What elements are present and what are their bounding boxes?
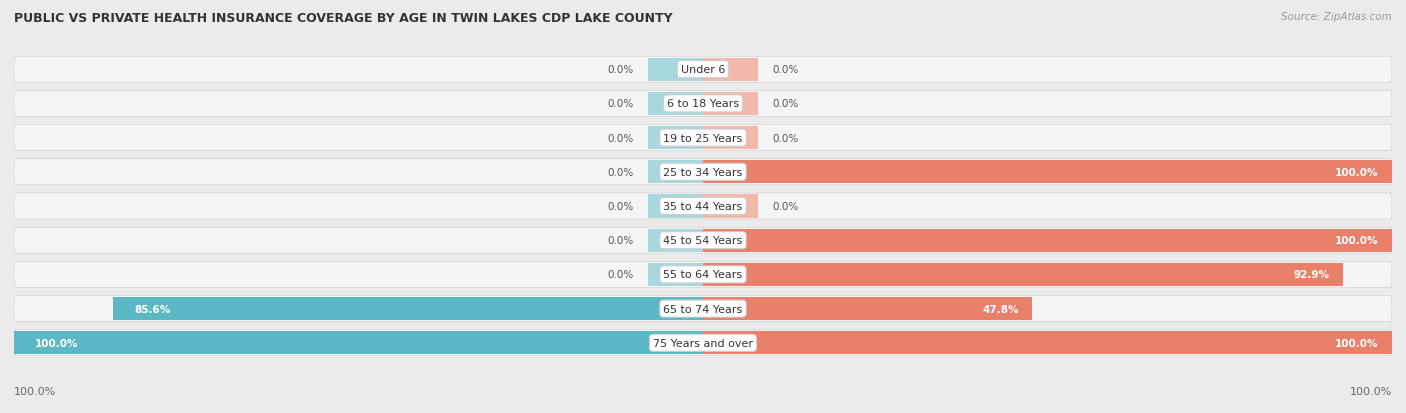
Bar — [703, 331, 1392, 355]
Text: 47.8%: 47.8% — [981, 304, 1018, 314]
Text: 0.0%: 0.0% — [607, 65, 634, 75]
Text: 100.0%: 100.0% — [1350, 387, 1392, 396]
Text: 55 to 64 Years: 55 to 64 Years — [664, 270, 742, 280]
Text: 100.0%: 100.0% — [1334, 338, 1378, 348]
FancyBboxPatch shape — [14, 296, 1392, 322]
Text: 0.0%: 0.0% — [772, 202, 799, 211]
Bar — [703, 161, 1392, 184]
Text: 25 to 34 Years: 25 to 34 Years — [664, 167, 742, 177]
Text: 0.0%: 0.0% — [772, 65, 799, 75]
Text: 45 to 54 Years: 45 to 54 Years — [664, 236, 742, 246]
Bar — [114, 297, 703, 320]
Text: Under 6: Under 6 — [681, 65, 725, 75]
Text: 0.0%: 0.0% — [772, 133, 799, 143]
Bar — [703, 93, 758, 116]
Text: 0.0%: 0.0% — [607, 202, 634, 211]
FancyBboxPatch shape — [14, 228, 1392, 254]
Bar — [648, 229, 703, 252]
Text: 100.0%: 100.0% — [1334, 236, 1378, 246]
Text: 85.6%: 85.6% — [134, 304, 170, 314]
FancyBboxPatch shape — [14, 91, 1392, 117]
Text: 6 to 18 Years: 6 to 18 Years — [666, 99, 740, 109]
Bar — [648, 263, 703, 286]
Text: 0.0%: 0.0% — [607, 236, 634, 246]
Bar — [648, 58, 703, 82]
Bar — [703, 229, 1392, 252]
Bar — [703, 297, 1032, 320]
Text: 0.0%: 0.0% — [607, 99, 634, 109]
Text: 100.0%: 100.0% — [14, 387, 56, 396]
FancyBboxPatch shape — [14, 262, 1392, 288]
Bar — [648, 127, 703, 150]
Text: 0.0%: 0.0% — [607, 270, 634, 280]
Text: 0.0%: 0.0% — [607, 167, 634, 177]
Bar — [703, 127, 758, 150]
Text: 0.0%: 0.0% — [607, 133, 634, 143]
Bar — [703, 195, 758, 218]
FancyBboxPatch shape — [14, 57, 1392, 83]
Bar — [703, 263, 1343, 286]
Text: Source: ZipAtlas.com: Source: ZipAtlas.com — [1281, 12, 1392, 22]
FancyBboxPatch shape — [14, 194, 1392, 219]
Bar — [703, 58, 758, 82]
Text: 100.0%: 100.0% — [1334, 167, 1378, 177]
Bar — [648, 161, 703, 184]
FancyBboxPatch shape — [14, 330, 1392, 356]
Bar — [648, 195, 703, 218]
Text: 19 to 25 Years: 19 to 25 Years — [664, 133, 742, 143]
Text: 92.9%: 92.9% — [1294, 270, 1329, 280]
Text: PUBLIC VS PRIVATE HEALTH INSURANCE COVERAGE BY AGE IN TWIN LAKES CDP LAKE COUNTY: PUBLIC VS PRIVATE HEALTH INSURANCE COVER… — [14, 12, 672, 25]
FancyBboxPatch shape — [14, 159, 1392, 185]
Bar — [648, 93, 703, 116]
FancyBboxPatch shape — [14, 125, 1392, 151]
Text: 35 to 44 Years: 35 to 44 Years — [664, 202, 742, 211]
Text: 75 Years and over: 75 Years and over — [652, 338, 754, 348]
Text: 65 to 74 Years: 65 to 74 Years — [664, 304, 742, 314]
Bar — [14, 331, 703, 355]
Text: 0.0%: 0.0% — [772, 99, 799, 109]
Text: 100.0%: 100.0% — [35, 338, 79, 348]
